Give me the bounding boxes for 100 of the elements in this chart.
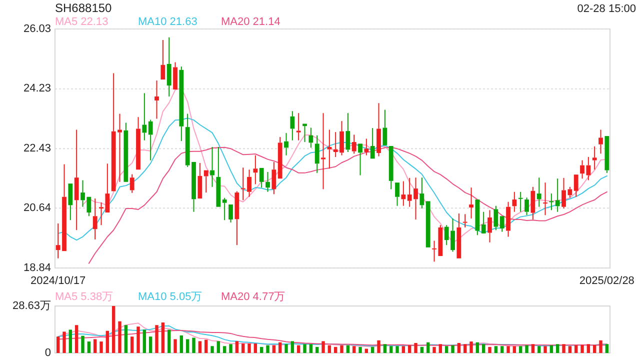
candlestick <box>604 136 610 174</box>
bar <box>81 336 84 353</box>
candlestick <box>462 214 468 228</box>
bar <box>204 340 208 353</box>
bar <box>155 325 158 353</box>
line-series <box>58 118 608 241</box>
text: MA20 21.14 <box>221 16 280 28</box>
bar <box>444 346 448 353</box>
bar <box>142 330 146 353</box>
y-tick-label: 22.43 <box>23 142 51 155</box>
bar <box>161 322 165 353</box>
candlestick <box>506 201 510 238</box>
bar <box>592 344 596 353</box>
bar <box>463 344 467 353</box>
candlestick <box>524 197 529 216</box>
bar <box>568 346 572 353</box>
bar <box>136 326 140 353</box>
candlestick <box>148 119 153 161</box>
candlestick <box>388 146 394 190</box>
bar <box>370 346 374 353</box>
candlestick <box>543 182 548 216</box>
candlestick <box>142 92 147 141</box>
line-series <box>88 146 608 264</box>
candlestick <box>500 216 504 232</box>
candlestick <box>382 109 388 146</box>
text: 02-28 15:00 <box>577 2 636 15</box>
y-tick-label: 28.63万 <box>12 300 51 312</box>
bar <box>586 344 590 353</box>
bar <box>451 345 454 353</box>
bar <box>315 346 319 353</box>
bar <box>518 346 522 353</box>
candlestick <box>253 154 258 185</box>
bar <box>210 346 214 353</box>
candlestick <box>154 80 159 120</box>
candlestick <box>494 205 498 231</box>
bar <box>364 348 368 353</box>
bar <box>180 335 184 353</box>
bar <box>56 336 60 353</box>
text: MA10 21.63 <box>138 16 198 28</box>
candlestick <box>308 127 314 148</box>
bar <box>303 344 306 353</box>
bar <box>556 344 560 353</box>
bar <box>186 339 190 353</box>
text: MA20 4.77万 <box>221 290 286 303</box>
bar <box>500 346 504 353</box>
candlestick <box>136 116 140 170</box>
candlestick <box>536 177 542 208</box>
candlestick <box>376 102 381 157</box>
bar <box>352 346 356 353</box>
candlestick <box>204 170 208 194</box>
bar <box>235 341 239 353</box>
bar <box>402 346 406 353</box>
candlestick <box>92 198 98 240</box>
bar <box>167 330 171 353</box>
bar <box>426 342 430 353</box>
bar <box>192 338 196 353</box>
candlestick <box>488 210 492 243</box>
bar <box>112 306 116 353</box>
candlestick <box>395 182 400 206</box>
bar <box>93 339 97 353</box>
bar <box>358 346 362 353</box>
bar <box>544 346 547 353</box>
bar <box>537 346 541 353</box>
bar <box>476 342 480 353</box>
candlestick <box>272 161 276 195</box>
bar <box>340 345 344 353</box>
candlestick <box>598 129 603 154</box>
bar <box>309 344 313 353</box>
bar <box>494 346 498 353</box>
bar <box>377 340 380 353</box>
candlestick <box>358 144 362 176</box>
x-tick-label: 2024/10/17 <box>30 274 86 287</box>
candlestick <box>198 162 202 199</box>
y-tick-label: 24.23 <box>23 82 51 95</box>
bar <box>322 341 325 353</box>
bar <box>506 346 510 353</box>
bar <box>222 346 226 353</box>
bar <box>438 344 442 353</box>
candlestick <box>210 146 214 188</box>
candlestick <box>302 124 307 143</box>
y-tick-label: 20.64 <box>23 202 51 214</box>
candlestick <box>574 174 578 198</box>
candlestick <box>173 62 178 90</box>
candlestick <box>481 211 486 234</box>
bar <box>432 346 436 353</box>
candlestick <box>592 146 597 170</box>
candlestick <box>512 191 517 212</box>
candlestick <box>475 200 480 236</box>
bar <box>278 342 282 353</box>
candlestick <box>266 171 270 192</box>
bar <box>512 346 516 353</box>
y-tick-label: 18.84 <box>23 262 51 274</box>
candlestick <box>278 136 282 179</box>
bar <box>272 345 276 353</box>
bar <box>383 344 387 353</box>
bar <box>580 344 584 353</box>
bar <box>389 346 393 353</box>
bar <box>346 345 350 353</box>
candlestick <box>401 180 406 206</box>
bar <box>248 343 251 353</box>
